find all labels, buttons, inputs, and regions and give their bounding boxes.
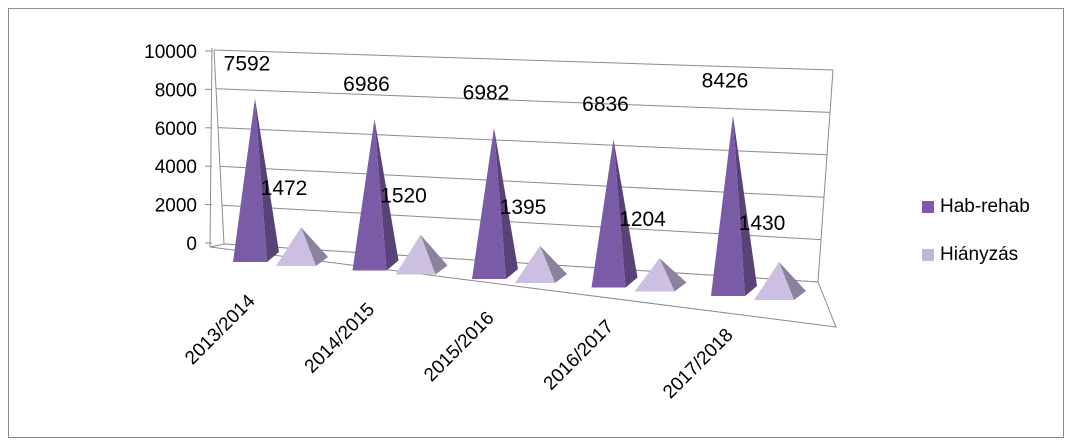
x-tick-label-2016-2017: 2016/2017 xyxy=(540,316,618,394)
gridline-4000 xyxy=(219,165,825,198)
bar-hianyzas-2014-2015-side-face xyxy=(420,234,448,275)
gridline-6000 xyxy=(217,127,828,156)
legend-swatch-hab-rehab xyxy=(922,201,934,213)
bar-hianyzas-2017-2018 xyxy=(754,262,806,300)
bar-hab-rehab-2014-2015 xyxy=(352,119,399,271)
data-label-hianyzas-2016-2017: 1204 xyxy=(619,208,666,231)
data-label-hab-rehab-2014-2015: 6986 xyxy=(343,73,390,96)
data-label-hianyzas-2013-2014: 1472 xyxy=(261,177,308,200)
legend-label-hianyzas: Hiányzás xyxy=(940,244,1019,265)
bar-hab-rehab-2017-2018 xyxy=(711,115,757,296)
y-tick-label-0: 0 xyxy=(186,234,197,255)
bar-hianyzas-2015-2016-side-face xyxy=(540,245,567,283)
bar-hab-rehab-2016-2017-front-face xyxy=(591,139,626,288)
bar-hianyzas-2013-2014-front-face xyxy=(276,227,316,266)
bar-hab-rehab-2015-2016-front-face xyxy=(472,127,506,279)
bar-hab-rehab-2015-2016 xyxy=(472,127,518,279)
y-tick-label-6000: 6000 xyxy=(155,119,197,140)
bar-hianyzas-2015-2016-front-face xyxy=(515,245,555,283)
bar-hab-rehab-2014-2015-side-face xyxy=(374,119,399,271)
bar-hianyzas-2017-2018-front-face xyxy=(754,262,794,300)
y-tick-label-4000: 4000 xyxy=(155,157,197,178)
x-tick-label-2013-2014: 2013/2014 xyxy=(181,290,260,369)
data-label-hianyzas-2017-2018: 1430 xyxy=(739,212,786,235)
legend-label-hab-rehab: Hab-rehab xyxy=(940,196,1030,217)
gridline-10000 xyxy=(213,49,834,71)
legend-item-hab-rehab: Hab-rehab xyxy=(922,196,1030,218)
back-wall-right-edge xyxy=(817,69,834,283)
bar-hab-rehab-2016-2017-side-face xyxy=(613,139,638,288)
back-wall-left-edge xyxy=(213,49,225,245)
x-tick-label-2014-2015: 2014/2015 xyxy=(301,299,379,377)
bar-hab-rehab-2015-2016-side-face xyxy=(494,127,518,279)
bar-hab-rehab-2013-2014-side-face xyxy=(255,98,279,263)
bar-hianyzas-2017-2018-side-face xyxy=(779,262,806,300)
bar-hab-rehab-2014-2015-front-face xyxy=(352,119,387,271)
data-label-hianyzas-2015-2016: 1395 xyxy=(500,196,547,219)
chart-legend: Hab-rehab Hiányzás xyxy=(922,196,1030,292)
data-label-hianyzas-2014-2015: 1520 xyxy=(380,185,427,208)
bar-hab-rehab-2013-2014-front-face xyxy=(233,98,267,263)
legend-item-hianyzas: Hiányzás xyxy=(922,244,1030,266)
bar-hianyzas-2016-2017 xyxy=(634,258,687,292)
y-tick-label-10000: 10000 xyxy=(144,42,197,63)
bar-hianyzas-2016-2017-front-face xyxy=(634,258,675,292)
bar-hianyzas-2013-2014 xyxy=(276,227,328,266)
bar-hianyzas-2013-2014-side-face xyxy=(301,227,328,266)
bar-hianyzas-2016-2017-side-face xyxy=(659,258,687,292)
bar-hab-rehab-2017-2018-side-face xyxy=(733,115,757,296)
x-tick-label-2015-2016: 2015/2016 xyxy=(420,308,498,386)
x-tick-label-2017-2018: 2017/2018 xyxy=(659,325,737,403)
y-axis-line xyxy=(209,47,213,248)
legend-swatch-hianyzas xyxy=(922,249,934,261)
data-label-hab-rehab-2013-2014: 7592 xyxy=(224,52,271,75)
bar-hab-rehab-2013-2014 xyxy=(233,98,279,263)
data-label-hab-rehab-2016-2017: 6836 xyxy=(582,93,629,116)
bar-hianyzas-2015-2016 xyxy=(515,245,567,283)
data-label-hab-rehab-2015-2016: 6982 xyxy=(463,82,510,105)
bar-hianyzas-2014-2015 xyxy=(395,234,448,275)
bar-hab-rehab-2016-2017 xyxy=(591,139,638,288)
y-tick-label-2000: 2000 xyxy=(155,196,197,217)
y-tick-label-8000: 8000 xyxy=(155,80,197,101)
bar-hab-rehab-2017-2018-front-face xyxy=(711,115,745,296)
data-label-hab-rehab-2017-2018: 8426 xyxy=(702,69,749,92)
gridline-8000 xyxy=(215,88,831,113)
bar-hianyzas-2014-2015-front-face xyxy=(395,234,436,275)
